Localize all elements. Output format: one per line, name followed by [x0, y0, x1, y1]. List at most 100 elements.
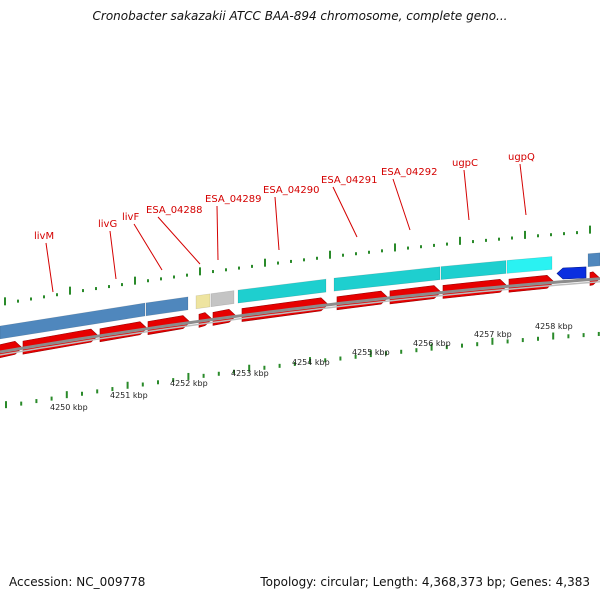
kbp-scale-label: 4251 kbp — [110, 391, 148, 400]
scale-tick-mark — [415, 348, 418, 353]
cds-feature-block — [210, 290, 235, 308]
outer-tick-mark — [212, 270, 214, 274]
outer-tick-mark — [82, 289, 84, 293]
cds-feature-block — [587, 252, 600, 268]
scale-tick-mark — [506, 339, 509, 344]
outer-tick-mark — [576, 231, 578, 235]
outer-tick-mark — [134, 276, 136, 285]
scale-tick-mark — [597, 331, 600, 336]
outer-tick-mark — [30, 297, 32, 301]
kbp-scale-label: 4257 kbp — [474, 330, 512, 339]
kbp-scale-label: 4253 kbp — [231, 369, 269, 378]
outer-tick-mark — [264, 258, 266, 267]
outer-tick-mark — [186, 273, 188, 277]
scale-tick-mark — [50, 396, 53, 401]
gene-label-livg: livG — [98, 219, 117, 230]
backbone-line-outer — [0, 277, 600, 354]
scale-tick-mark — [339, 356, 342, 361]
gene-label-leader — [274, 196, 280, 251]
gene-label-esa_04288: ESA_04288 — [146, 205, 203, 216]
scale-tick-mark — [172, 378, 175, 383]
outer-tick-mark — [420, 245, 422, 249]
scale-tick-mark — [278, 363, 281, 368]
cds-feature-block — [237, 278, 327, 304]
outer-tick-mark — [95, 287, 97, 291]
scale-tick-mark — [35, 399, 38, 404]
scale-tick-mark — [81, 391, 83, 396]
outer-tick-mark — [472, 240, 474, 244]
scale-tick-mark — [400, 349, 403, 354]
outer-tick-mark — [56, 293, 58, 297]
map-title: Cronobacter sakazakii ATCC BAA-894 chrom… — [92, 9, 508, 23]
outer-tick-mark — [589, 225, 591, 234]
gene-label-leader — [157, 216, 201, 265]
kbp-scale-label: 4254 kbp — [292, 358, 330, 367]
gene-label-leader — [463, 169, 470, 221]
scale-tick-mark — [293, 361, 296, 366]
gene-label-leader — [392, 178, 411, 231]
cds-feature-block — [440, 260, 507, 280]
scale-tick-mark — [461, 343, 463, 348]
cds-feature-track — [0, 252, 600, 340]
cds-feature-block — [145, 296, 189, 317]
scale-label-layer: 4250 kbp 4251 kbp 4252 kbp 4253 kbp 4254 kbp… — [50, 322, 573, 412]
kbp-scale-label: 4258 kbp — [535, 322, 573, 331]
gene-label-leader — [45, 242, 54, 293]
scale-tick-mark — [369, 350, 372, 358]
outer-tick-mark — [342, 253, 344, 257]
scale-tick-mark — [65, 391, 68, 399]
outer-tick-mark — [355, 252, 357, 256]
outer-tick-mark — [394, 243, 396, 252]
outer-tick-mark — [329, 250, 331, 259]
outer-tick-mark — [147, 279, 149, 283]
outer-tick-mark — [446, 242, 448, 246]
scale-tick-mark — [491, 337, 494, 345]
genome-summary: Topology: circular; Length: 4,368,373 bp… — [260, 575, 590, 589]
scale-tick-mark — [96, 389, 99, 394]
scale-tick-ring — [5, 331, 600, 409]
outer-tick-mark — [251, 264, 253, 268]
scale-tick-mark — [567, 334, 570, 339]
outer-tick-mark — [498, 237, 500, 241]
outer-tick-ring — [4, 225, 591, 306]
outer-tick-mark — [277, 261, 279, 265]
gene-label-ugpc: ugpC — [452, 158, 478, 169]
gene-label-esa_04289: ESA_04289 — [205, 194, 262, 205]
gene-label-leader — [133, 223, 163, 271]
outer-tick-mark — [290, 259, 292, 263]
gene-label-ugpq: ugpQ — [508, 152, 535, 163]
gene-label-livm: livM — [34, 231, 54, 242]
outer-tick-mark — [368, 250, 370, 254]
outer-tick-mark — [381, 249, 383, 253]
kbp-scale-label: 4256 kbp — [413, 339, 451, 348]
scale-tick-mark — [141, 382, 144, 387]
scale-tick-mark — [354, 354, 357, 359]
gene-label-layer: livM livG livF ESA_04288ESA_04289ESA_04290E… — [34, 152, 535, 293]
kbp-scale-label: 4252 kbp — [170, 379, 208, 388]
scale-tick-mark — [385, 351, 387, 356]
kbp-scale-label: 4255 kbp — [352, 348, 390, 357]
scale-tick-mark — [157, 380, 159, 385]
outer-tick-mark — [485, 238, 487, 242]
outer-tick-mark — [199, 267, 201, 276]
gene-label-livf: livF — [122, 212, 139, 223]
kbp-scale-label: 4250 kbp — [50, 403, 88, 412]
scale-tick-mark — [111, 387, 114, 392]
outer-tick-mark — [303, 258, 305, 262]
outer-tick-mark — [524, 230, 526, 239]
scale-tick-mark — [445, 345, 448, 350]
outer-tick-mark — [160, 277, 162, 281]
gene-label-esa_04290: ESA_04290 — [263, 185, 320, 196]
accession-label: Accession: NC_009778 — [9, 575, 146, 589]
scale-tick-mark — [126, 381, 129, 389]
outer-tick-mark — [238, 266, 240, 270]
outer-tick-mark — [173, 275, 175, 279]
gene-label-leader — [109, 230, 117, 280]
scale-tick-mark — [233, 369, 235, 374]
reverse-gene-arrow — [556, 266, 587, 280]
gene-label-leader — [216, 205, 219, 261]
gene-label-esa_04291: ESA_04291 — [321, 175, 378, 186]
scale-tick-mark — [476, 342, 479, 347]
scale-tick-mark — [582, 333, 585, 338]
